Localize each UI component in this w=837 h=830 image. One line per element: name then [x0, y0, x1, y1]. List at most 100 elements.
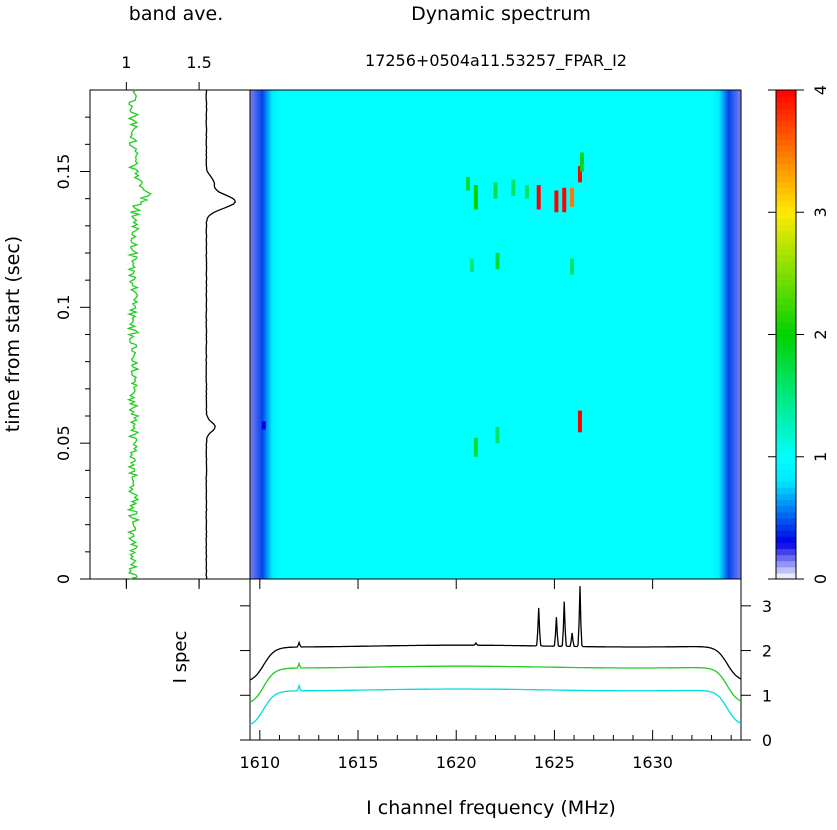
colorbar-segment	[776, 90, 796, 97]
colorbar-segment	[776, 279, 796, 287]
colorbar-segment	[776, 566, 796, 574]
heatmap-feature	[570, 187, 575, 207]
band-average-panel: 1 1.5 0 0.05 0.1 0.15	[54, 53, 251, 587]
heatmap-feature	[536, 185, 541, 210]
colorbar-panel: 0 1 2 3 4	[768, 85, 830, 584]
colorbar-segment	[776, 548, 796, 556]
colorbar-segment	[776, 340, 796, 348]
colorbar-segment	[776, 377, 796, 384]
colorbar-segment	[776, 224, 796, 232]
spec-ytick-label: 3	[762, 597, 772, 616]
colorbar-segment	[776, 316, 796, 323]
colorbar-segment	[776, 536, 796, 543]
band-xtick-label: 1	[121, 53, 131, 72]
time-axis-label: time from start (sec)	[2, 236, 24, 432]
band-series-line-0	[205, 89, 236, 579]
colorbar-segment	[776, 267, 796, 274]
heatmap-feature	[562, 187, 567, 213]
colorbar-segment	[776, 157, 796, 164]
colorbar-segment	[776, 481, 796, 488]
colorbar-segment	[776, 511, 796, 519]
colorbar-tick-label: 0	[811, 574, 830, 584]
colorbar-segment	[776, 297, 796, 305]
heatmap-feature	[466, 176, 471, 191]
colorbar-segment	[776, 542, 796, 550]
colorbar-segment	[776, 303, 796, 311]
freq-xtick-label: 1610	[239, 753, 280, 772]
colorbar-segment	[776, 450, 796, 458]
colorbar-segment	[776, 145, 796, 152]
colorbar-segment	[776, 530, 796, 537]
heatmap-feature	[261, 421, 266, 430]
heatmap-feature	[493, 182, 498, 199]
colorbar-segment	[776, 310, 796, 317]
colorbar-tick-label: 4	[811, 85, 830, 95]
band-ave-title: band ave.	[129, 3, 223, 25]
dynamic-spectrum-panel	[249, 89, 742, 580]
colorbar-tick-label: 3	[811, 207, 830, 217]
spec-ytick-label: 0	[762, 731, 772, 750]
colorbar-segment	[776, 328, 796, 336]
colorbar-segment	[776, 248, 796, 256]
spec-axis-label: I spec	[170, 631, 191, 684]
freq-xtick-label: 1625	[534, 753, 575, 772]
heatmap-feature	[577, 410, 582, 433]
colorbar-segment	[776, 200, 796, 207]
colorbar-segment	[776, 456, 796, 464]
colorbar-segment	[776, 499, 796, 507]
heatmap-feature	[495, 253, 500, 270]
colorbar-segment	[776, 187, 796, 195]
colorbar-segment	[776, 120, 796, 128]
colorbar-tick-label: 1	[811, 452, 830, 462]
colorbar-segment	[776, 138, 796, 146]
colorbar-segment	[776, 383, 796, 391]
colorbar-segment	[776, 334, 796, 342]
colorbar-segment	[776, 560, 796, 568]
colorbar-segment	[776, 401, 796, 409]
time-ytick-label: 0.1	[54, 295, 73, 320]
colorbar-segment	[776, 432, 796, 440]
heatmap-feature	[570, 258, 575, 275]
colorbar-segment	[776, 193, 796, 201]
dynamic-spectrum-title: Dynamic spectrum	[411, 3, 591, 25]
colorbar-segment	[776, 493, 796, 501]
colorbar-segment	[776, 108, 796, 116]
colorbar-segment	[776, 444, 796, 452]
colorbar-segment	[776, 517, 796, 525]
band-xtick-label: 1.5	[186, 53, 211, 72]
heatmap-feature	[469, 258, 474, 273]
heatmap-feature	[579, 152, 584, 172]
colorbar-segment	[776, 218, 796, 226]
colorbar-segment	[776, 236, 796, 244]
colorbar-segment	[776, 365, 796, 372]
colorbar-segment	[776, 420, 796, 427]
colorbar-segment	[776, 468, 796, 476]
spec-panel-frame	[249, 578, 742, 741]
colorbar-segment	[776, 242, 796, 250]
colorbar-segment	[776, 151, 796, 158]
colorbar-segment	[776, 523, 796, 531]
colorbar-segment	[776, 212, 796, 219]
spec-series-line-2	[249, 683, 742, 726]
colorbar-segment	[776, 322, 796, 329]
colorbar-segment	[776, 438, 796, 446]
source-id-title: 17256+0504a11.53257_FPAR_I2	[365, 51, 627, 71]
colorbar-segment	[776, 175, 796, 183]
colorbar-segment	[776, 346, 796, 354]
time-ytick-label: 0	[54, 574, 73, 584]
heatmap-feature	[495, 426, 500, 444]
freq-xtick-label: 1620	[436, 753, 477, 772]
colorbar-segment	[776, 358, 796, 366]
heatmap-feature	[511, 179, 516, 196]
colorbar-segment	[776, 285, 796, 293]
colorbar-segment	[776, 462, 796, 470]
colorbar-segment	[776, 487, 796, 495]
colorbar-segment	[776, 426, 796, 433]
colorbar-segment	[776, 273, 796, 281]
time-ytick-label: 0.15	[54, 154, 73, 190]
colorbar-segment	[776, 132, 796, 140]
colorbar-tick-label: 2	[811, 329, 830, 339]
freq-xtick-label: 1630	[632, 753, 673, 772]
band-panel-frame	[89, 89, 251, 580]
